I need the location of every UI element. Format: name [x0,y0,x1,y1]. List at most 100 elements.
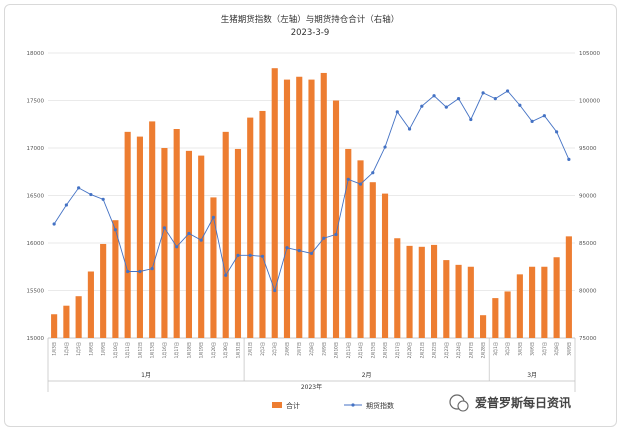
line-point [162,226,167,230]
x-tick-label: 2月10日 [334,342,340,358]
bar [259,110,266,338]
line-point [493,97,497,101]
x-tick-label: 3月9日 [566,342,572,356]
line-point [101,197,105,201]
bar [271,68,278,338]
year-label: 2023年 [301,383,322,391]
bar [418,246,425,338]
bar [222,131,229,338]
x-tick-label: 2月17日 [395,342,401,358]
x-tick-label: 2月21日 [419,342,425,358]
line-point [346,177,350,181]
x-tick-label: 2月16日 [383,342,389,358]
x-tick-label: 2月22日 [432,342,438,358]
y-left-tick-label: 16000 [27,241,45,247]
bar [443,260,450,338]
x-tick-label: 1月10日 [113,342,119,358]
line-point [297,249,301,253]
x-tick-label: 1月4日 [64,342,70,356]
x-tick-label: 1月30日 [223,342,229,358]
line-point [126,269,130,274]
bar [332,100,340,338]
line-point [224,273,228,277]
bar [283,79,291,338]
bar [455,264,462,338]
chart-title: 生猪期货指数（左轴）与期货持仓合计（右轴） [221,14,400,25]
y-left-tick-label: 16500 [27,194,45,200]
x-tick-label: 3月7日 [542,342,548,356]
x-tick-label: 3月6日 [530,342,536,356]
line-point [113,228,118,232]
bar [516,274,523,338]
bar [480,315,487,338]
bar [553,257,560,338]
line-point [248,253,252,257]
month-group-label: 2月 [362,372,372,379]
line-point [481,91,485,95]
month-group-label: 1月 [141,372,151,379]
x-tick-label: 2月7日 [297,342,303,356]
legend-bar-swatch [272,402,282,408]
line-point [567,157,571,161]
y-left-tick-label: 17500 [27,99,45,105]
x-tick-label: 2月14日 [358,342,364,358]
x-tick-label: 1月3日 [52,342,58,356]
x-tick-label: 1月17日 [174,342,180,358]
bar [541,266,548,338]
x-tick-label: 1月31日 [235,342,241,358]
line-point [456,97,461,101]
y-right-tick-label: 75000 [579,336,597,342]
line-point [542,114,546,118]
x-tick-label: 3月2日 [505,342,511,356]
y-right-tick-label: 85000 [579,241,597,247]
x-tick-label: 1月13日 [150,342,156,358]
y-right-tick-label: 95000 [579,146,597,152]
x-tick-label: 2月20日 [407,342,413,358]
y-right-tick-label: 100000 [579,99,600,105]
x-tick-label: 1月12日 [137,342,143,358]
bar [51,314,58,338]
bar [565,236,572,338]
x-tick-label: 1月16日 [162,342,168,358]
line-point [371,171,375,175]
line-point [444,105,448,109]
line-point [89,192,93,197]
line-point [420,104,424,108]
x-tick-label: 2月2日 [260,342,266,356]
bar [234,148,242,338]
line-point [407,127,412,131]
bar [381,193,389,338]
line-point [260,254,265,258]
x-tick-label: 2月6日 [284,342,290,356]
watermark: 爱普罗斯每日资讯 [449,394,571,412]
x-tick-label: 2月23日 [444,342,450,358]
line-point [469,117,473,122]
bar [529,266,536,338]
bar [430,244,438,338]
x-tick-label: 2月3日 [272,342,278,356]
bar [198,155,205,338]
y-left-tick-label: 17000 [27,146,45,152]
bar [345,148,352,338]
y-left-tick-label: 15000 [27,336,45,342]
line-point [358,182,363,186]
line-point [64,203,68,207]
x-tick-label: 3月8日 [554,342,560,356]
x-tick-label: 2月28日 [481,342,487,358]
bar [185,150,193,338]
legend-line-marker [351,403,355,407]
legend-bar-label: 合计 [286,401,300,410]
bar [296,76,303,338]
bar [369,182,376,338]
bar [63,305,70,338]
line-point [383,145,387,149]
x-tick-label: 2月24日 [456,342,462,358]
x-tick-label: 2月9日 [321,342,327,356]
watermark-text: 爱普罗斯每日资讯 [475,395,571,410]
x-tick-label: 1月5日 [76,342,82,356]
x-tick-label: 1月6日 [88,342,94,356]
line-point [432,94,436,98]
chart-subtitle: 2023-3-9 [291,28,330,38]
x-tick-label: 2月27日 [468,342,474,358]
